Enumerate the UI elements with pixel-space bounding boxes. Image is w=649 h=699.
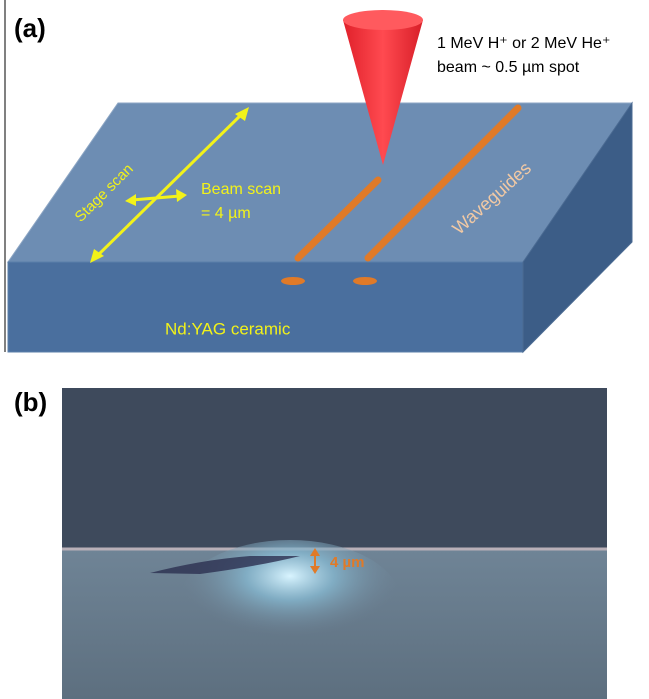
panel-label: (b) [14,387,47,417]
waveguide-end [281,277,305,285]
scale-label: 4 µm [330,554,365,571]
beam-scan: = 4 µm [201,205,251,222]
beam-top [343,10,423,30]
panel-label: (a) [14,13,46,43]
material-label: Nd:YAG ceramic [165,319,291,338]
beam-text: beam ~ 0.5 µm spot [437,59,580,76]
figure: (a) 1 MeV H⁺ or 2 MeV He⁺ beam ~ 0.5 µm … [0,0,649,699]
beam-scan: Beam scan [201,181,281,198]
waveguide-end [353,277,377,285]
beam-text: 1 MeV H⁺ or 2 MeV He⁺ [437,35,610,52]
slab-front [8,262,523,352]
